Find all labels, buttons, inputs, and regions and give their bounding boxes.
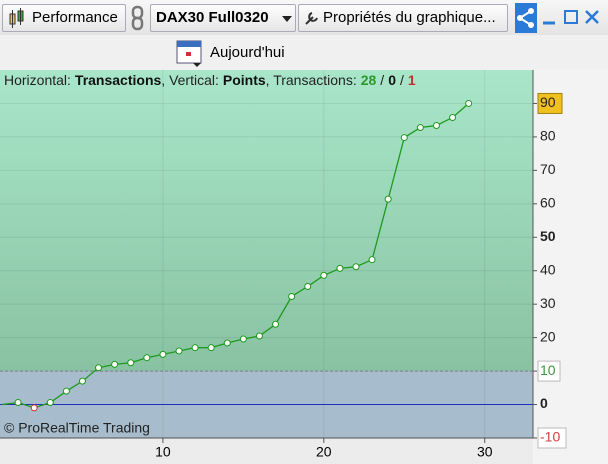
axis-panel <box>533 70 608 464</box>
y-tick-label: 10 <box>540 362 556 378</box>
trade-marker <box>400 134 408 142</box>
trade-marker <box>223 339 231 347</box>
y-tick-label: 90 <box>540 94 556 110</box>
trade-marker <box>416 124 424 132</box>
trade-marker <box>14 399 22 407</box>
info-neutral: 0 <box>388 72 396 88</box>
trade-marker <box>304 282 312 290</box>
trade-marker <box>384 195 392 203</box>
trade-marker <box>95 364 103 372</box>
trade-marker <box>46 399 54 407</box>
trade-marker <box>159 350 167 358</box>
x-axis-panel <box>0 438 533 464</box>
trade-marker <box>449 114 457 122</box>
watermark: © ProRealTime Trading <box>4 420 150 436</box>
profit-tick-box <box>537 360 561 382</box>
window-controls <box>515 3 599 33</box>
performance-label: Performance <box>32 9 118 26</box>
x-tick-label: 30 <box>477 444 493 460</box>
trade-marker <box>255 332 263 340</box>
last-value-box <box>537 92 563 114</box>
calendar-icon[interactable] <box>176 38 204 68</box>
trade-marker <box>239 335 247 343</box>
trade-marker <box>207 344 215 352</box>
y-tick-label: 80 <box>540 128 556 144</box>
y-tick-label: 40 <box>540 261 556 277</box>
trade-marker <box>465 99 473 107</box>
trade-marker <box>111 360 119 368</box>
x-tick-label: 10 <box>155 444 171 460</box>
trade-marker <box>320 271 328 279</box>
trade-marker <box>432 122 440 130</box>
chart-info: Horizontal: Transactions, Vertical: Points… <box>4 72 416 88</box>
trade-marker <box>272 320 280 328</box>
properties-label: Propriétés du graphique... <box>323 9 496 26</box>
trade-marker <box>336 264 344 272</box>
info-losers: 1 <box>408 72 416 88</box>
info-separator: / <box>400 72 404 88</box>
y-tick-label: 70 <box>540 161 556 177</box>
candle-icon <box>9 8 24 28</box>
y-tick-label: 20 <box>540 328 556 344</box>
maximize-button[interactable] <box>564 10 578 24</box>
info-horizontal-label: Horizontal: <box>4 72 71 88</box>
trade-marker <box>368 256 376 264</box>
wrench-icon <box>305 12 318 25</box>
info-vertical-label: , Vertical: <box>161 72 219 88</box>
dropdown-arrow <box>282 16 292 22</box>
trade-marker <box>288 292 296 300</box>
trade-marker <box>127 359 135 367</box>
today-label[interactable]: Aujourd'hui <box>210 44 285 61</box>
properties-button[interactable]: Propriétés du graphique... <box>298 4 508 32</box>
y-tick-label: -10 <box>540 429 560 445</box>
link-icon[interactable] <box>128 5 148 31</box>
y-tick-label: 60 <box>540 195 556 211</box>
info-vertical: Points <box>223 72 266 88</box>
y-tick-label: 50 <box>540 228 556 244</box>
performance-button[interactable]: Performance <box>2 4 126 32</box>
y-tick-label: 30 <box>540 295 556 311</box>
x-tick-label: 20 <box>316 444 332 460</box>
info-winners: 28 <box>361 72 377 88</box>
profit-zone <box>0 70 533 372</box>
info-separator: / <box>380 72 384 88</box>
trade-marker <box>352 263 360 271</box>
info-horizontal: Transactions <box>75 72 162 88</box>
trade-marker <box>78 377 86 385</box>
trade-marker <box>191 344 199 352</box>
date-bar: Aujourd'hui <box>0 35 608 70</box>
instrument-label: DAX30 Full0320 <box>156 9 269 26</box>
loss-tick-box <box>537 427 567 449</box>
trade-marker <box>143 354 151 362</box>
instrument-button[interactable]: DAX30 Full0320 <box>150 4 296 32</box>
toolbar: Performance DAX30 Full0320 Propriétés du… <box>0 0 608 36</box>
y-tick-label: 0 <box>540 395 548 411</box>
info-count-label: , Transactions: <box>266 72 357 88</box>
trade-marker <box>62 387 70 395</box>
trade-marker <box>175 347 183 355</box>
close-button[interactable] <box>585 10 599 24</box>
trade-marker <box>30 404 38 412</box>
